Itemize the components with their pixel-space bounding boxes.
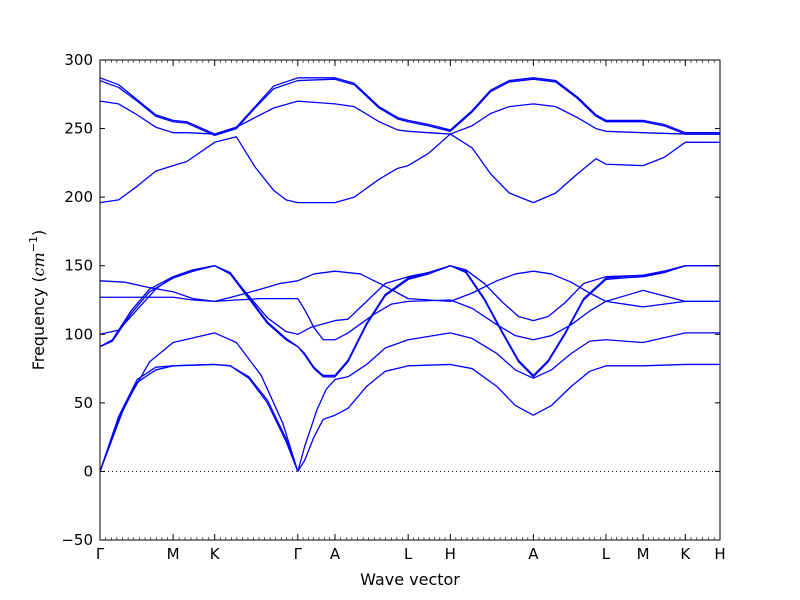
y-axis-label: Frequency (cm−1) <box>27 230 48 371</box>
band-line-13 <box>100 78 720 137</box>
y-axis-ticks: −50 0 50 100 150 200 250 300 <box>61 51 720 549</box>
y-axis-label-close: ) <box>29 230 48 236</box>
band-line-14 <box>100 77 720 135</box>
x-axis-label: Wave vector <box>360 570 460 589</box>
x-tick-label-11: H <box>714 545 725 563</box>
x-tick-label-2: K <box>210 545 221 563</box>
band-lines <box>100 77 720 472</box>
y-axis-label-main: Frequency ( <box>29 276 48 370</box>
band-line-11 <box>100 133 720 204</box>
x-tick-label-10: K <box>680 545 691 563</box>
band-line-10 <box>100 270 720 303</box>
x-tick-label-3: Γ <box>294 545 303 563</box>
plot-frame <box>99 59 721 541</box>
x-tick-label-1: M <box>167 545 180 563</box>
band-line-2 <box>100 363 299 472</box>
y-tick-label-6: 250 <box>64 120 93 138</box>
y-tick-label-3: 100 <box>64 325 93 343</box>
y-tick-label-1: 0 <box>83 462 93 480</box>
x-tick-label-7: A <box>528 545 539 563</box>
y-tick-label-2: 50 <box>74 394 93 412</box>
band-line-9 <box>100 296 720 341</box>
y-tick-label-4: 150 <box>64 257 93 275</box>
y-axis-label-exp: −1 <box>27 236 40 252</box>
band-line-5 <box>297 332 720 472</box>
x-tick-label-5: L <box>404 545 413 563</box>
y-tick-label-0: −50 <box>61 531 93 549</box>
x-tick-label-6: H <box>445 545 456 563</box>
x-tick-label-4: A <box>330 545 341 563</box>
band-line-12 <box>100 100 720 135</box>
y-axis-label-unit: cm <box>29 252 48 276</box>
x-tick-label-0: Γ <box>96 545 105 563</box>
band-line-3 <box>100 332 299 472</box>
x-tick-label-9: M <box>637 545 650 563</box>
y-tick-label-7: 300 <box>64 51 93 69</box>
band-line-8 <box>100 265 720 335</box>
y-tick-label-5: 200 <box>64 188 93 206</box>
band-line-4 <box>297 363 720 472</box>
x-tick-label-8: L <box>602 545 611 563</box>
